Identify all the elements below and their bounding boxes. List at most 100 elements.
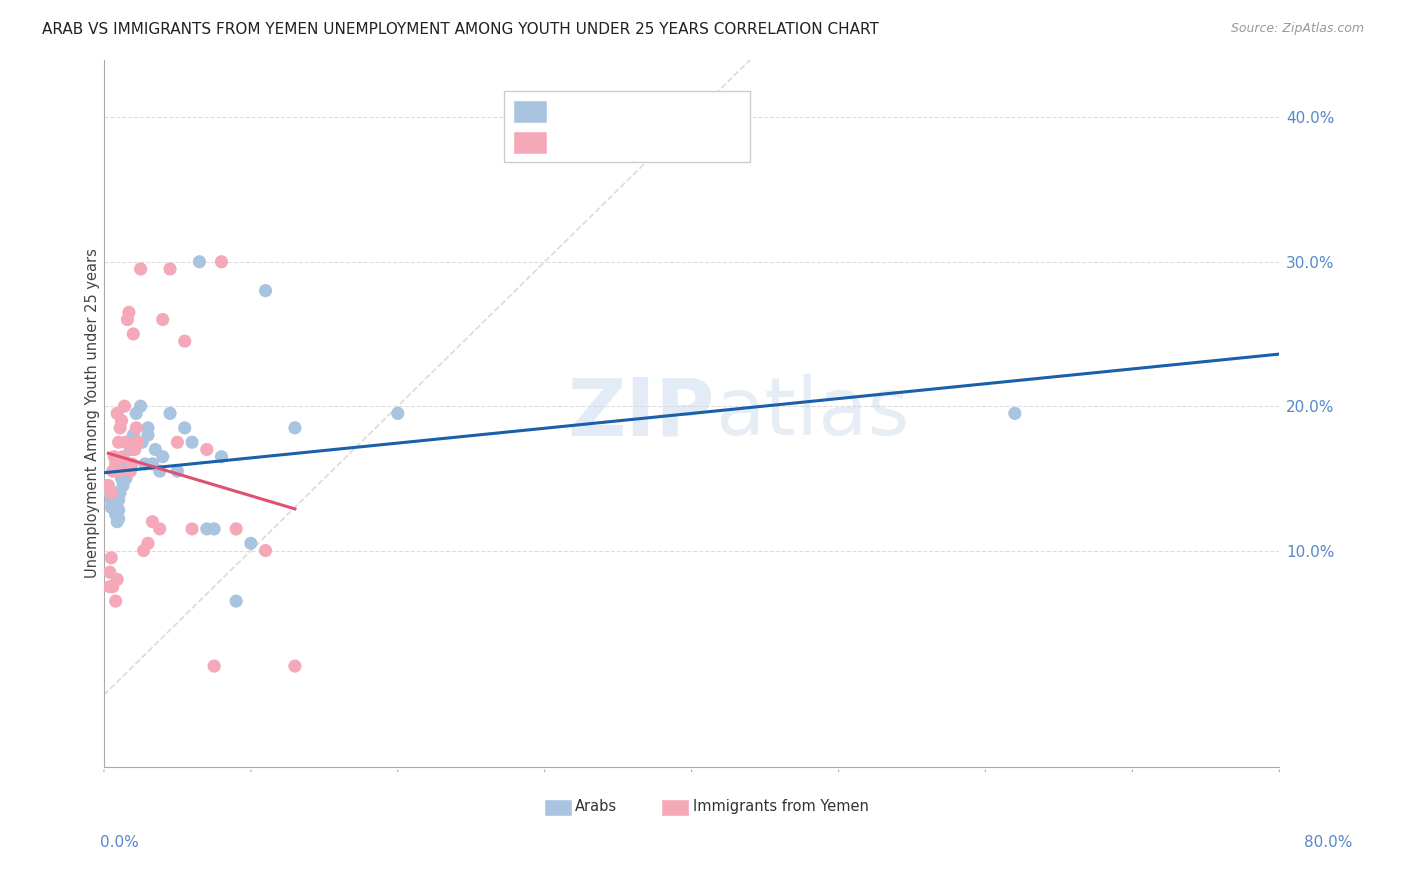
Point <box>114 464 136 478</box>
Text: 43: 43 <box>692 135 711 150</box>
Point <box>125 421 148 435</box>
Text: 0.210: 0.210 <box>598 103 644 119</box>
Point <box>284 659 307 673</box>
Point <box>98 580 121 594</box>
Point <box>254 543 277 558</box>
Text: Immigrants from Yemen: Immigrants from Yemen <box>693 798 869 814</box>
Point <box>104 493 127 508</box>
Text: R =: R = <box>557 135 588 150</box>
Point <box>105 406 128 420</box>
Point <box>118 305 141 319</box>
Point <box>225 522 247 536</box>
Point <box>141 515 163 529</box>
Point <box>122 435 145 450</box>
Point <box>181 522 204 536</box>
Point <box>103 500 125 515</box>
Point <box>181 435 204 450</box>
Point <box>107 493 129 508</box>
Point <box>100 485 122 500</box>
Point <box>118 435 141 450</box>
Point <box>98 566 121 580</box>
Point <box>143 442 166 457</box>
Point <box>149 522 172 536</box>
Point <box>387 406 409 420</box>
Text: 49: 49 <box>692 103 711 119</box>
Point <box>202 522 225 536</box>
Point <box>111 450 134 464</box>
Point <box>124 442 146 457</box>
FancyBboxPatch shape <box>661 799 689 816</box>
Point <box>136 428 159 442</box>
Text: R =: R = <box>557 103 588 119</box>
Point <box>125 406 148 420</box>
Point <box>107 464 129 478</box>
Text: atlas: atlas <box>716 375 910 452</box>
Point <box>134 457 156 471</box>
Point <box>211 254 233 268</box>
Text: N =: N = <box>654 103 686 119</box>
Text: ARAB VS IMMIGRANTS FROM YEMEN UNEMPLOYMENT AMONG YOUTH UNDER 25 YEARS CORRELATIO: ARAB VS IMMIGRANTS FROM YEMEN UNEMPLOYME… <box>42 22 879 37</box>
Point <box>108 421 131 435</box>
Point <box>166 464 188 478</box>
Point <box>129 262 152 277</box>
Text: 80.0%: 80.0% <box>1305 836 1353 850</box>
Point <box>152 450 174 464</box>
Point <box>195 442 218 457</box>
Text: N =: N = <box>654 135 686 150</box>
Point <box>105 573 128 587</box>
Y-axis label: Unemployment Among Youth under 25 years: Unemployment Among Youth under 25 years <box>86 249 100 578</box>
Point <box>211 450 233 464</box>
Point <box>101 493 124 508</box>
Point <box>122 428 145 442</box>
Point <box>115 435 138 450</box>
Point <box>97 478 120 492</box>
Text: Source: ZipAtlas.com: Source: ZipAtlas.com <box>1230 22 1364 36</box>
Point <box>141 457 163 471</box>
Point <box>115 471 138 485</box>
Point <box>98 485 121 500</box>
Point <box>100 493 122 508</box>
Point <box>117 457 139 471</box>
Point <box>173 421 195 435</box>
Point <box>100 500 122 515</box>
FancyBboxPatch shape <box>513 131 547 153</box>
FancyBboxPatch shape <box>503 92 751 162</box>
Point <box>107 503 129 517</box>
Point <box>152 312 174 326</box>
Point <box>108 485 131 500</box>
Point <box>173 334 195 348</box>
Point <box>1004 406 1026 420</box>
Point <box>136 421 159 435</box>
Point <box>284 421 307 435</box>
Point <box>103 450 125 464</box>
Point <box>159 406 181 420</box>
FancyBboxPatch shape <box>544 799 572 816</box>
Point <box>149 464 172 478</box>
Point <box>225 594 247 608</box>
Point <box>239 536 262 550</box>
Point <box>159 262 181 277</box>
Point <box>188 254 211 268</box>
Point <box>117 312 139 326</box>
Text: 0.0%: 0.0% <box>100 836 139 850</box>
Point <box>115 464 138 478</box>
Point <box>121 457 143 471</box>
Point <box>129 399 152 413</box>
Point <box>131 435 153 450</box>
Point <box>111 478 134 492</box>
Text: ZIP: ZIP <box>568 375 716 452</box>
Point <box>110 414 132 428</box>
Point <box>122 326 145 341</box>
Point <box>132 543 155 558</box>
Point <box>127 435 149 450</box>
Point <box>120 442 142 457</box>
Point <box>105 515 128 529</box>
Point <box>100 550 122 565</box>
Point <box>166 435 188 450</box>
Point <box>103 485 125 500</box>
Point <box>101 580 124 594</box>
Point <box>202 659 225 673</box>
Text: Arabs: Arabs <box>575 798 617 814</box>
Point <box>104 457 127 471</box>
Point <box>120 464 142 478</box>
